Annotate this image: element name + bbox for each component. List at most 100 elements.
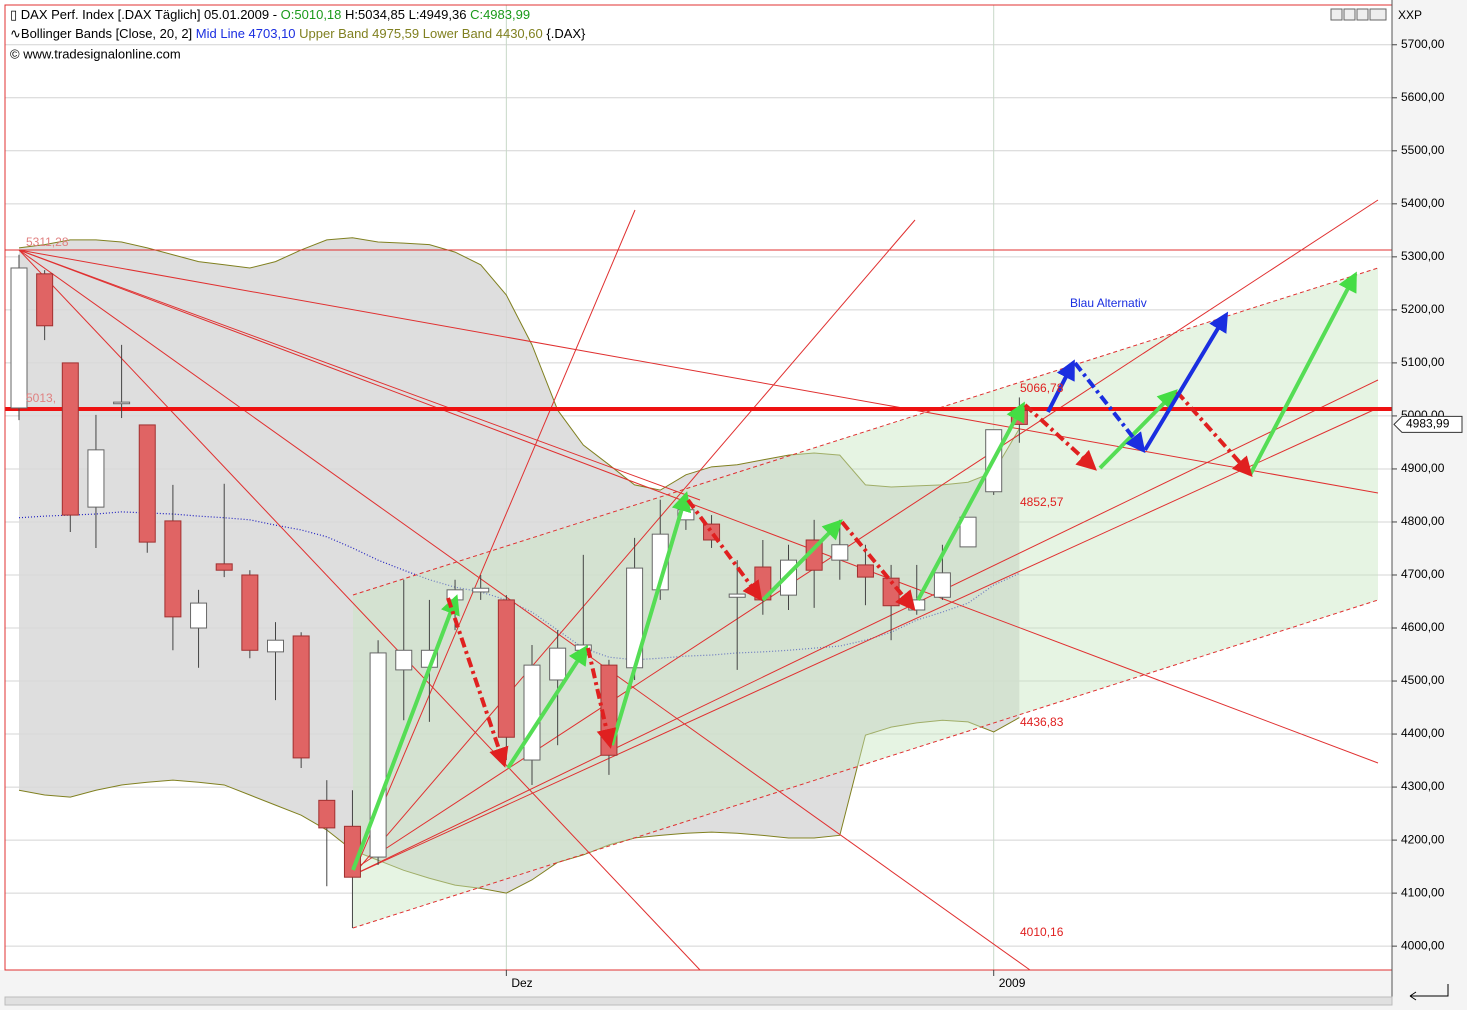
header-text: Upper Band 4975,59 Lower Band 4430,60 bbox=[299, 26, 546, 41]
scrollbar[interactable] bbox=[4, 996, 1393, 1006]
header-text: © www.tradesignalonline.com bbox=[10, 46, 181, 61]
trend-line bbox=[18, 249, 701, 501]
candle-body bbox=[138, 424, 156, 543]
annotation: 4436,83 bbox=[1020, 715, 1064, 729]
arrow-down bbox=[586, 647, 617, 749]
header-text: ▯ bbox=[10, 7, 21, 22]
y-tick-label: 4000,00 bbox=[1401, 938, 1445, 952]
trend-line bbox=[18, 249, 1031, 971]
candle-body bbox=[959, 516, 977, 548]
annotation: 4010,16 bbox=[1020, 925, 1064, 939]
y-tick-label: 4500,00 bbox=[1401, 673, 1445, 687]
arrow-up bbox=[1248, 271, 1357, 476]
annotation: 4852,57 bbox=[1020, 495, 1064, 509]
window-buttons[interactable] bbox=[1330, 8, 1387, 21]
candle-body bbox=[241, 574, 259, 651]
band-fill bbox=[19, 237, 1020, 894]
trend-line bbox=[352, 209, 636, 876]
y-tick-label: 5100,00 bbox=[1401, 355, 1445, 369]
header-text: O:5010,18 bbox=[281, 7, 342, 22]
button[interactable] bbox=[1330, 8, 1343, 21]
arrows bbox=[351, 271, 1357, 871]
arrow-up bbox=[916, 401, 1025, 601]
candle-body bbox=[267, 639, 284, 653]
y-tick-label: 4900,00 bbox=[1401, 461, 1445, 475]
arrow-down bbox=[840, 520, 916, 612]
arrow-alt-down bbox=[1073, 361, 1146, 454]
y-tick-label: 4300,00 bbox=[1401, 779, 1445, 793]
header-text: H:5034,85 L:4949,36 bbox=[341, 7, 470, 22]
arrow-down bbox=[446, 597, 509, 768]
candle-body bbox=[318, 799, 336, 829]
candle-body bbox=[215, 563, 233, 571]
channel-upper bbox=[352, 267, 1379, 596]
candle-body bbox=[164, 520, 182, 618]
candle-body bbox=[395, 649, 413, 671]
axes: 4000,00 4100,00 4200,00 4300,00 4400,00 4500,… bbox=[505, 37, 1463, 990]
nav-icon[interactable] bbox=[1409, 984, 1449, 1001]
candle-body bbox=[113, 401, 131, 405]
header-line: ∿Bollinger Bands [Close, 20, 2] Mid Line… bbox=[10, 26, 586, 41]
candle-body bbox=[190, 602, 208, 629]
header-text: C:4983,99 bbox=[470, 7, 530, 22]
arrow-up bbox=[351, 594, 460, 871]
x-tick-label: Dez bbox=[511, 976, 532, 990]
axis-caption: XXP bbox=[1398, 8, 1422, 22]
candle-body bbox=[933, 572, 951, 598]
annotation: 5013, bbox=[26, 391, 56, 405]
annotation: 5311,28 bbox=[26, 235, 69, 249]
button[interactable] bbox=[1369, 8, 1387, 21]
axis-panel bbox=[1392, 0, 1467, 1010]
candle-body bbox=[87, 449, 105, 508]
header-text: {.DAX} bbox=[546, 26, 586, 41]
header-text: Mid Line 4703,10 bbox=[196, 26, 299, 41]
band-mid bbox=[18, 511, 1020, 661]
y-tick-label: 4800,00 bbox=[1401, 514, 1445, 528]
arrow-down bbox=[1175, 390, 1253, 477]
candle-body bbox=[292, 635, 310, 759]
arrow-alt-up bbox=[1143, 311, 1229, 452]
arrow-up bbox=[761, 519, 843, 602]
header-text: DAX Perf. Index [.DAX Täglich] 05.01.200… bbox=[21, 7, 281, 22]
y-tick-label: 5700,00 bbox=[1401, 37, 1445, 51]
button[interactable] bbox=[1343, 8, 1356, 21]
candle-body bbox=[728, 593, 746, 598]
annotation: 5066,78 bbox=[1020, 381, 1064, 395]
trend-line bbox=[352, 407, 1379, 876]
trend-line bbox=[18, 249, 1379, 494]
channel-lower bbox=[352, 599, 1379, 929]
candle-body bbox=[10, 267, 28, 409]
header-line: ▯ DAX Perf. Index [.DAX Täglich] 05.01.2… bbox=[10, 7, 530, 22]
price-tag-box bbox=[1393, 415, 1463, 433]
header-text: ∿ bbox=[10, 26, 21, 41]
arrow-down bbox=[1023, 403, 1097, 471]
candle-body bbox=[36, 273, 54, 327]
arrow-alt-up bbox=[1046, 359, 1075, 413]
candle-body bbox=[61, 362, 79, 516]
header-text: Bollinger Bands [Close, 20, 2] bbox=[21, 26, 196, 41]
trend-line bbox=[18, 249, 1379, 764]
candle-body bbox=[523, 664, 541, 761]
y-tick-label: 4200,00 bbox=[1401, 832, 1445, 846]
annotation: Blau Alternativ bbox=[1070, 296, 1147, 310]
x-tick-label: 2009 bbox=[999, 976, 1026, 990]
y-tick-label: 4100,00 bbox=[1401, 885, 1445, 899]
y-tick-label: 4600,00 bbox=[1401, 620, 1445, 634]
candle-body bbox=[831, 544, 849, 561]
button[interactable] bbox=[1356, 8, 1369, 21]
price-tag: 4983,99 bbox=[1406, 417, 1450, 431]
trend-line bbox=[18, 249, 701, 971]
bollinger bbox=[18, 237, 1020, 894]
band-lower bbox=[18, 717, 1020, 894]
y-tick-label: 4700,00 bbox=[1401, 567, 1445, 581]
y-tick-label: 5200,00 bbox=[1401, 302, 1445, 316]
y-tick-label: 5400,00 bbox=[1401, 196, 1445, 210]
candle-body bbox=[369, 652, 387, 858]
candle-body bbox=[472, 587, 490, 593]
y-tick-label: 5500,00 bbox=[1401, 143, 1445, 157]
trend-line bbox=[352, 379, 1379, 876]
trend-line bbox=[352, 219, 916, 876]
arrow-up bbox=[610, 491, 692, 746]
